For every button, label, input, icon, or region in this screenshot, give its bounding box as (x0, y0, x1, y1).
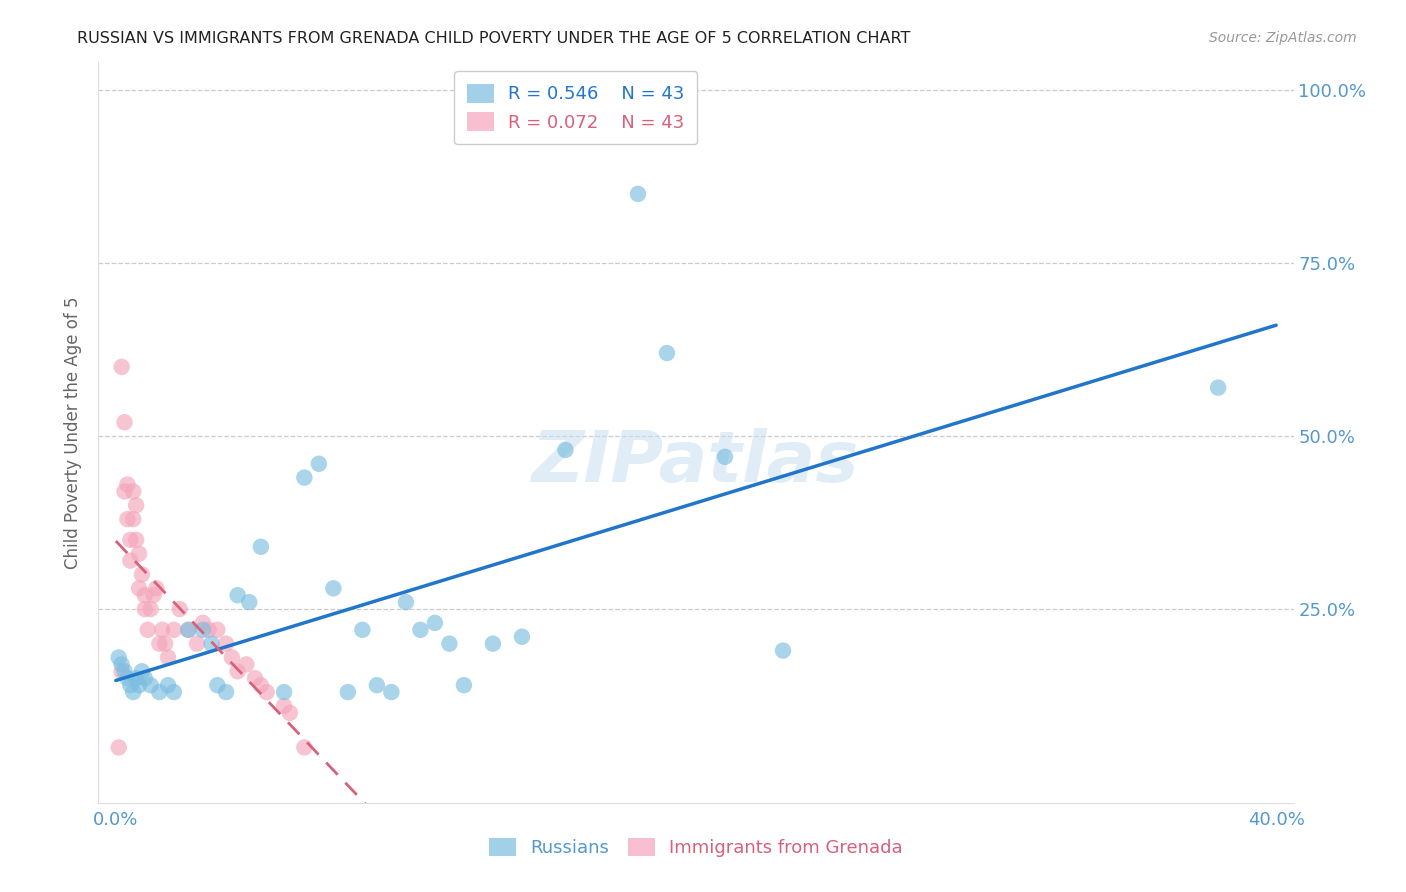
Point (292, 470, 315, 484)
Point (125, 498, 148, 512)
Y-axis label: Child Poverty Under the Age of 5: Child Poverty Under the Age of 5 (65, 296, 83, 569)
Point (177, 623, 200, 637)
Point (250, 540, 273, 554)
Point (114, 415, 136, 429)
Point (150, 623, 173, 637)
Point (117, 512, 139, 526)
Point (366, 678, 388, 692)
Point (107, 740, 129, 755)
Point (191, 623, 214, 637)
Point (134, 671, 156, 685)
Point (395, 595, 418, 609)
Point (322, 582, 344, 596)
Text: RUSSIAN VS IMMIGRANTS FROM GRENADA CHILD POVERTY UNDER THE AGE OF 5 CORRELATION : RUSSIAN VS IMMIGRANTS FROM GRENADA CHILD… (77, 31, 911, 46)
Point (352, 623, 374, 637)
Point (772, 643, 794, 657)
Point (111, 359, 134, 374)
Point (136, 623, 159, 637)
Point (122, 685, 145, 699)
Point (191, 615, 214, 630)
Point (125, 671, 148, 685)
Point (107, 650, 129, 665)
Point (215, 685, 238, 699)
Point (157, 650, 180, 665)
Point (423, 615, 446, 630)
Point (120, 678, 142, 692)
Point (117, 671, 139, 685)
Point (207, 623, 229, 637)
Point (627, 186, 650, 201)
Point (273, 685, 295, 699)
Point (221, 650, 243, 665)
Point (409, 623, 432, 637)
Point (131, 665, 153, 679)
Point (207, 678, 229, 692)
Point (114, 484, 136, 499)
Point (510, 630, 533, 644)
Point (554, 442, 576, 457)
Point (125, 533, 148, 547)
Point (111, 657, 134, 672)
Point (215, 637, 238, 651)
Point (142, 588, 165, 602)
Point (243, 671, 266, 685)
Point (122, 484, 145, 499)
Point (157, 678, 180, 692)
Point (308, 457, 330, 471)
Point (117, 477, 139, 491)
Point (120, 554, 142, 568)
Legend: Russians, Immigrants from Grenada: Russians, Immigrants from Grenada (482, 830, 910, 864)
Point (139, 678, 162, 692)
Point (250, 678, 273, 692)
Point (238, 595, 260, 609)
Point (273, 698, 295, 713)
Point (128, 678, 150, 692)
Point (145, 582, 167, 596)
Point (197, 623, 219, 637)
Point (714, 450, 737, 464)
Point (226, 665, 249, 679)
Point (482, 637, 505, 651)
Point (128, 547, 150, 561)
Text: Source: ZipAtlas.com: Source: ZipAtlas.com (1209, 31, 1357, 45)
Point (148, 685, 170, 699)
Point (131, 567, 153, 582)
Point (139, 602, 162, 616)
Point (655, 346, 678, 360)
Point (122, 512, 145, 526)
Point (114, 665, 136, 679)
Point (278, 706, 301, 720)
Point (134, 602, 156, 616)
Text: ZIPatlas: ZIPatlas (533, 428, 859, 497)
Point (1206, 381, 1229, 395)
Point (226, 588, 249, 602)
Point (292, 740, 315, 755)
Point (439, 637, 461, 651)
Point (111, 665, 134, 679)
Point (186, 637, 208, 651)
Point (163, 685, 186, 699)
Point (120, 533, 142, 547)
Point (336, 685, 359, 699)
Point (453, 678, 475, 692)
Point (163, 623, 186, 637)
Point (153, 637, 176, 651)
Point (128, 582, 150, 596)
Point (200, 637, 222, 651)
Point (256, 685, 278, 699)
Point (177, 623, 200, 637)
Point (148, 637, 170, 651)
Point (134, 588, 156, 602)
Point (169, 602, 191, 616)
Point (235, 657, 257, 672)
Point (380, 685, 402, 699)
